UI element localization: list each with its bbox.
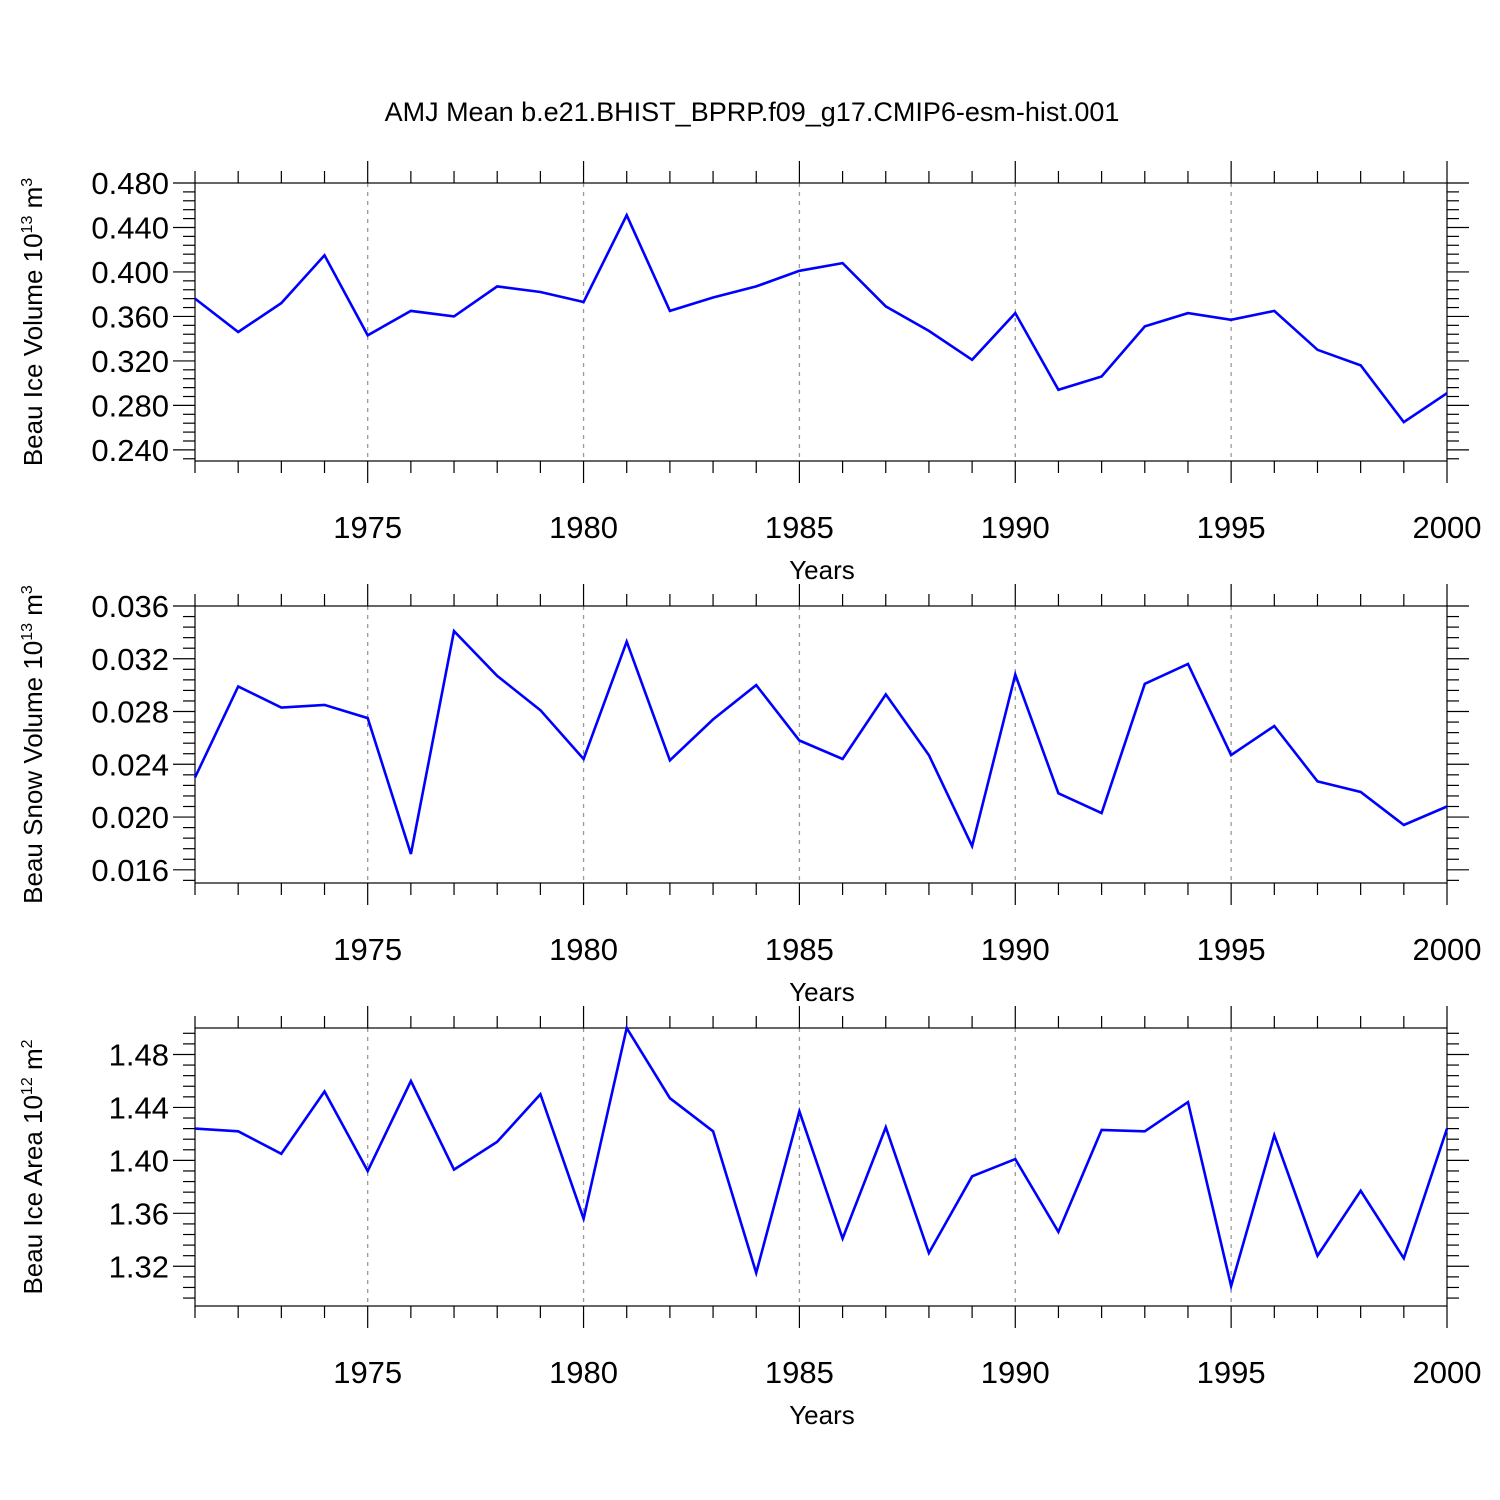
y-tick-label: 0.480 bbox=[91, 166, 169, 201]
panels: 1975 1980 1985 1990 1995 2000 Years 0.240 0.280 0… bbox=[18, 161, 1481, 1430]
x-tick-label: 2000 bbox=[1413, 510, 1482, 545]
x-tick-label: 1980 bbox=[549, 510, 618, 545]
y-tick-label: 0.360 bbox=[91, 299, 169, 334]
y-axis-label: Beau Ice Volume 1013 m3 bbox=[18, 178, 48, 466]
x-tick-label: 1975 bbox=[333, 932, 402, 967]
series-line bbox=[194, 1024, 1449, 1292]
y-tick-label: 1.40 bbox=[109, 1143, 169, 1178]
x-tick-label: 1985 bbox=[765, 1355, 834, 1390]
y-tick-label: 1.36 bbox=[109, 1196, 169, 1231]
x-tick-label: 1995 bbox=[1197, 510, 1266, 545]
x-tick-label: 2000 bbox=[1413, 932, 1482, 967]
y-tick-label: 0.024 bbox=[91, 747, 169, 782]
chart-panel-3: 1975 1980 1985 1990 1995 2000 Years 1.32 1.36 1.4… bbox=[18, 1006, 1481, 1430]
x-tick-label: 1980 bbox=[549, 1355, 618, 1390]
y-tick-label: 0.320 bbox=[91, 344, 169, 379]
x-tick-label: 1995 bbox=[1197, 1355, 1266, 1390]
y-tick-label: 0.016 bbox=[91, 853, 169, 888]
y-tick-label: 1.32 bbox=[109, 1249, 169, 1284]
x-tick-label: 1995 bbox=[1197, 932, 1266, 967]
y-tick-label: 1.44 bbox=[109, 1090, 169, 1125]
y-tick-label: 1.48 bbox=[109, 1037, 169, 1072]
x-tick-label: 1990 bbox=[981, 932, 1050, 967]
y-tick-label: 0.020 bbox=[91, 800, 169, 835]
y-tick-label: 0.028 bbox=[91, 695, 169, 730]
y-tick-label: 0.240 bbox=[91, 433, 169, 468]
x-tick-label: 1990 bbox=[981, 1355, 1050, 1390]
y-tick-label: 0.036 bbox=[91, 589, 169, 624]
plot-frame bbox=[194, 182, 1448, 462]
y-tick-label: 0.400 bbox=[91, 255, 169, 290]
x-axis-label: Years bbox=[789, 977, 855, 1007]
x-tick-label: 1985 bbox=[765, 932, 834, 967]
y-tick-label: 0.440 bbox=[91, 210, 169, 245]
x-tick-label: 1975 bbox=[333, 510, 402, 545]
chart-panel-1: 1975 1980 1985 1990 1995 2000 Years 0.240 0.280 0… bbox=[18, 161, 1481, 585]
chart-title: AMJ Mean b.e21.BHIST_BPRP.f09_g17.CMIP6-… bbox=[385, 97, 1120, 127]
chart-panel-2: 1975 1980 1985 1990 1995 2000 Years 0.016 0.020 0… bbox=[18, 584, 1481, 1007]
x-tick-label: 2000 bbox=[1413, 1355, 1482, 1390]
plot-frame bbox=[194, 1027, 1448, 1307]
x-tick-label: 1980 bbox=[549, 932, 618, 967]
y-tick-label: 0.032 bbox=[91, 642, 169, 677]
x-tick-label: 1985 bbox=[765, 510, 834, 545]
y-axis-label: Beau Ice Area 1012 m2 bbox=[18, 1039, 48, 1294]
plot-frame bbox=[194, 605, 1448, 884]
y-axis-label: Beau Snow Volume 1013 m3 bbox=[18, 585, 48, 904]
x-tick-label: 1975 bbox=[333, 1355, 402, 1390]
series-line bbox=[194, 212, 1448, 424]
series-line bbox=[193, 628, 1448, 855]
x-axis-label: Years bbox=[789, 555, 855, 585]
y-tick-label: 0.280 bbox=[91, 388, 169, 423]
x-tick-label: 1990 bbox=[981, 510, 1050, 545]
x-axis-label: Years bbox=[789, 1400, 855, 1430]
